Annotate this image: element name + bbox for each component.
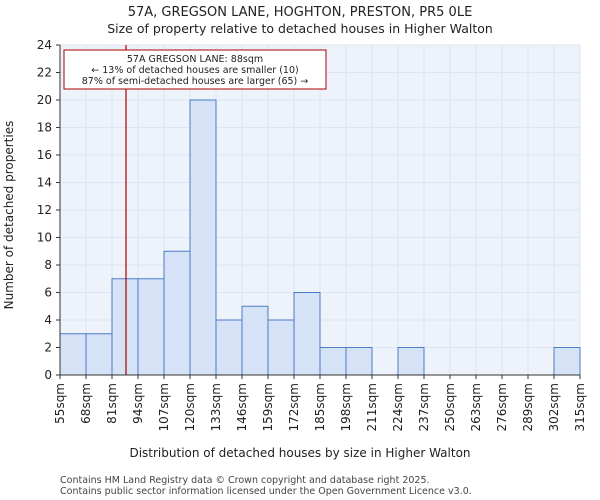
- x-tick-label-133sqm: 133sqm: [209, 383, 223, 431]
- x-tick-label-211sqm: 211sqm: [365, 383, 379, 431]
- y-tick-label-24: 24: [37, 38, 52, 52]
- chart-subtitle: Size of property relative to detached ho…: [107, 21, 493, 36]
- x-tick-label-146sqm: 146sqm: [235, 383, 249, 431]
- annotation-line-3: 87% of semi-detached houses are larger (…: [82, 76, 309, 87]
- bar-224sqm: [397, 347, 425, 376]
- footer-line-1: Contains HM Land Registry data © Crown c…: [60, 475, 430, 486]
- bar-94sqm: [137, 278, 165, 376]
- y-tick-label-22: 22: [37, 66, 52, 80]
- x-tick-label-224sqm: 224sqm: [391, 383, 405, 431]
- x-tick-label-159sqm: 159sqm: [261, 383, 275, 431]
- x-tick-label-68sqm: 68sqm: [79, 383, 93, 424]
- x-tick-label-55sqm: 55sqm: [53, 383, 67, 424]
- bar-302sqm: [553, 347, 581, 376]
- bar-120sqm: [189, 99, 217, 376]
- footer-line-2: Contains public sector information licen…: [60, 486, 472, 497]
- bar-159sqm: [267, 319, 295, 376]
- bar-146sqm: [241, 305, 269, 376]
- bar-185sqm: [319, 347, 347, 376]
- x-axis-label: Distribution of detached houses by size …: [129, 446, 470, 460]
- x-tick-label-263sqm: 263sqm: [469, 383, 483, 431]
- x-tick-label-276sqm: 276sqm: [495, 383, 509, 431]
- x-tick-label-94sqm: 94sqm: [131, 383, 145, 424]
- x-axis-ticks: 55sqm 68sqm 81sqm 94sqm 107sqm 120sqm 133sqm 14…: [53, 375, 587, 431]
- x-tick-label-237sqm: 237sqm: [417, 383, 431, 431]
- y-axis-label: Number of detached properties: [2, 121, 16, 310]
- y-tick-label-4: 4: [44, 313, 52, 327]
- bars-group: [59, 99, 581, 376]
- y-tick-label-0: 0: [44, 368, 52, 382]
- x-tick-label-250sqm: 250sqm: [443, 383, 457, 431]
- x-tick-label-315sqm: 315sqm: [573, 383, 587, 431]
- y-tick-label-2: 2: [44, 341, 52, 355]
- bar-81sqm: [111, 278, 139, 376]
- y-tick-label-8: 8: [44, 258, 52, 272]
- x-tick-label-302sqm: 302sqm: [547, 383, 561, 431]
- bar-68sqm: [85, 333, 113, 376]
- y-tick-label-20: 20: [37, 93, 52, 107]
- x-tick-label-107sqm: 107sqm: [157, 383, 171, 431]
- y-tick-label-16: 16: [37, 148, 52, 162]
- annotation-border: [63, 49, 327, 90]
- bar-133sqm: [215, 319, 243, 376]
- x-tick-label-120sqm: 120sqm: [183, 383, 197, 431]
- y-tick-label-6: 6: [44, 286, 52, 300]
- annotation-line-1: 57A GREGSON LANE: 88sqm: [127, 54, 263, 65]
- x-tick-label-185sqm: 185sqm: [313, 383, 327, 431]
- y-tick-label-18: 18: [37, 121, 52, 135]
- y-tick-label-14: 14: [37, 176, 52, 190]
- bar-107sqm: [163, 250, 191, 376]
- annotation-line-2: ← 13% of detached houses are smaller (10…: [91, 65, 298, 76]
- bar-55sqm: [59, 333, 87, 376]
- annotation-box: 57A GREGSON LANE: 88sqm ← 13% of detache…: [63, 49, 327, 90]
- x-tick-label-289sqm: 289sqm: [521, 383, 535, 431]
- x-tick-label-81sqm: 81sqm: [105, 383, 119, 424]
- bar-172sqm: [293, 292, 321, 376]
- bar-198sqm: [345, 347, 373, 376]
- x-tick-label-198sqm: 198sqm: [339, 383, 353, 431]
- x-tick-label-172sqm: 172sqm: [287, 383, 301, 431]
- y-tick-label-10: 10: [37, 231, 52, 245]
- chart-title: 57A, GREGSON LANE, HOGHTON, PRESTON, PR5…: [128, 5, 473, 20]
- y-tick-label-12: 12: [37, 203, 52, 217]
